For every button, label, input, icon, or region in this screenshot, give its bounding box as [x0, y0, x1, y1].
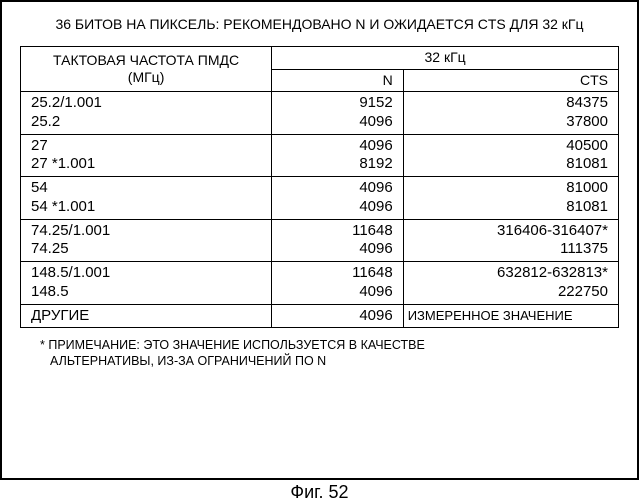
table-row: 25.2/1.001 25.2 9152 4096 84375 37800	[21, 92, 619, 135]
cell-cts: 81000 81081	[403, 177, 618, 220]
cell-clock: 148.5/1.001 148.5	[21, 262, 272, 305]
cell-value: 4096	[282, 283, 393, 302]
header-clock-line2: (МГц)	[31, 69, 261, 87]
cell-clock: 27 27 *1.001	[21, 134, 272, 177]
cell-value: ИЗМЕРЕННОЕ ЗНАЧЕНИЕ	[408, 308, 608, 324]
header-clock: ТАКТОВАЯ ЧАСТОТА ПМДС (МГц)	[21, 47, 272, 92]
header-freq: 32 кГц	[272, 47, 619, 70]
page-frame: 36 БИТОВ НА ПИКСЕЛЬ: РЕКОМЕНДОВАНО N И О…	[0, 0, 639, 480]
header-clock-line1: ТАКТОВАЯ ЧАСТОТА ПМДС	[31, 52, 261, 70]
cell-value: 4096	[282, 113, 393, 132]
cell-value: 54	[31, 179, 261, 198]
cell-value: 111375	[414, 240, 608, 259]
table-row: 148.5/1.001 148.5 11648 4096 632812-6328…	[21, 262, 619, 305]
cell-value: 316406-316407*	[414, 222, 608, 241]
cell-value: 11648	[282, 264, 393, 283]
cell-n: 9152 4096	[272, 92, 404, 135]
table-header-row-1: ТАКТОВАЯ ЧАСТОТА ПМДС (МГц) 32 кГц	[21, 47, 619, 70]
cell-value: 222750	[414, 283, 608, 302]
cell-value: 27 *1.001	[31, 155, 261, 174]
cell-clock: 74.25/1.001 74.25	[21, 219, 272, 262]
cell-clock: 25.2/1.001 25.2	[21, 92, 272, 135]
cell-n: 4096	[272, 304, 404, 328]
footnote-bullet: *	[40, 338, 45, 352]
cell-clock: ДРУГИЕ	[21, 304, 272, 328]
cell-cts: ИЗМЕРЕННОЕ ЗНАЧЕНИЕ	[403, 304, 618, 328]
table-row: 54 54 *1.001 4096 4096 81000 81081	[21, 177, 619, 220]
cell-value: 25.2	[31, 113, 261, 132]
cell-value: 84375	[414, 94, 608, 113]
cell-value: 27	[31, 137, 261, 156]
table-row: ДРУГИЕ 4096 ИЗМЕРЕННОЕ ЗНАЧЕНИЕ	[21, 304, 619, 328]
footnote-line2: АЛЬТЕРНАТИВЫ, ИЗ-ЗА ОГРАНИЧЕНИЙ ПО N	[50, 354, 326, 368]
cell-value: 81081	[414, 155, 608, 174]
cell-value: 8192	[282, 155, 393, 174]
cell-value: 4096	[282, 240, 393, 259]
cell-value: 148.5/1.001	[31, 264, 261, 283]
header-n: N	[272, 69, 404, 92]
cell-value: 81081	[414, 198, 608, 217]
data-table: ТАКТОВАЯ ЧАСТОТА ПМДС (МГц) 32 кГц N CTS…	[20, 46, 619, 328]
cell-value: 632812-632813*	[414, 264, 608, 283]
cell-cts: 40500 81081	[403, 134, 618, 177]
cell-cts: 632812-632813* 222750	[403, 262, 618, 305]
cell-value: 54 *1.001	[31, 198, 261, 217]
cell-value: 25.2/1.001	[31, 94, 261, 113]
cell-n: 11648 4096	[272, 219, 404, 262]
cell-value: 4096	[282, 179, 393, 198]
table-row: 74.25/1.001 74.25 11648 4096 316406-3164…	[21, 219, 619, 262]
cell-value: 74.25	[31, 240, 261, 259]
cell-value: 37800	[414, 113, 608, 132]
cell-value: 9152	[282, 94, 393, 113]
cell-value: 40500	[414, 137, 608, 156]
cell-n: 11648 4096	[272, 262, 404, 305]
cell-value: 81000	[414, 179, 608, 198]
cell-n: 4096 8192	[272, 134, 404, 177]
cell-value: 4096	[282, 137, 393, 156]
page-title: 36 БИТОВ НА ПИКСЕЛЬ: РЕКОМЕНДОВАНО N И О…	[20, 16, 619, 32]
cell-value: 11648	[282, 222, 393, 241]
cell-value: 148.5	[31, 283, 261, 302]
cell-value: 4096	[282, 307, 393, 326]
footnote-line1: ПРИМЕЧАНИЕ: ЭТО ЗНАЧЕНИЕ ИСПОЛЬЗУЕТСЯ В …	[48, 338, 424, 352]
cell-n: 4096 4096	[272, 177, 404, 220]
cell-value: ДРУГИЕ	[31, 307, 261, 326]
cell-clock: 54 54 *1.001	[21, 177, 272, 220]
cell-value: 4096	[282, 198, 393, 217]
header-cts: CTS	[403, 69, 618, 92]
cell-cts: 84375 37800	[403, 92, 618, 135]
cell-value: 74.25/1.001	[31, 222, 261, 241]
footnote: * ПРИМЕЧАНИЕ: ЭТО ЗНАЧЕНИЕ ИСПОЛЬЗУЕТСЯ …	[40, 338, 619, 369]
cell-cts: 316406-316407* 111375	[403, 219, 618, 262]
table-row: 27 27 *1.001 4096 8192 40500 81081	[21, 134, 619, 177]
